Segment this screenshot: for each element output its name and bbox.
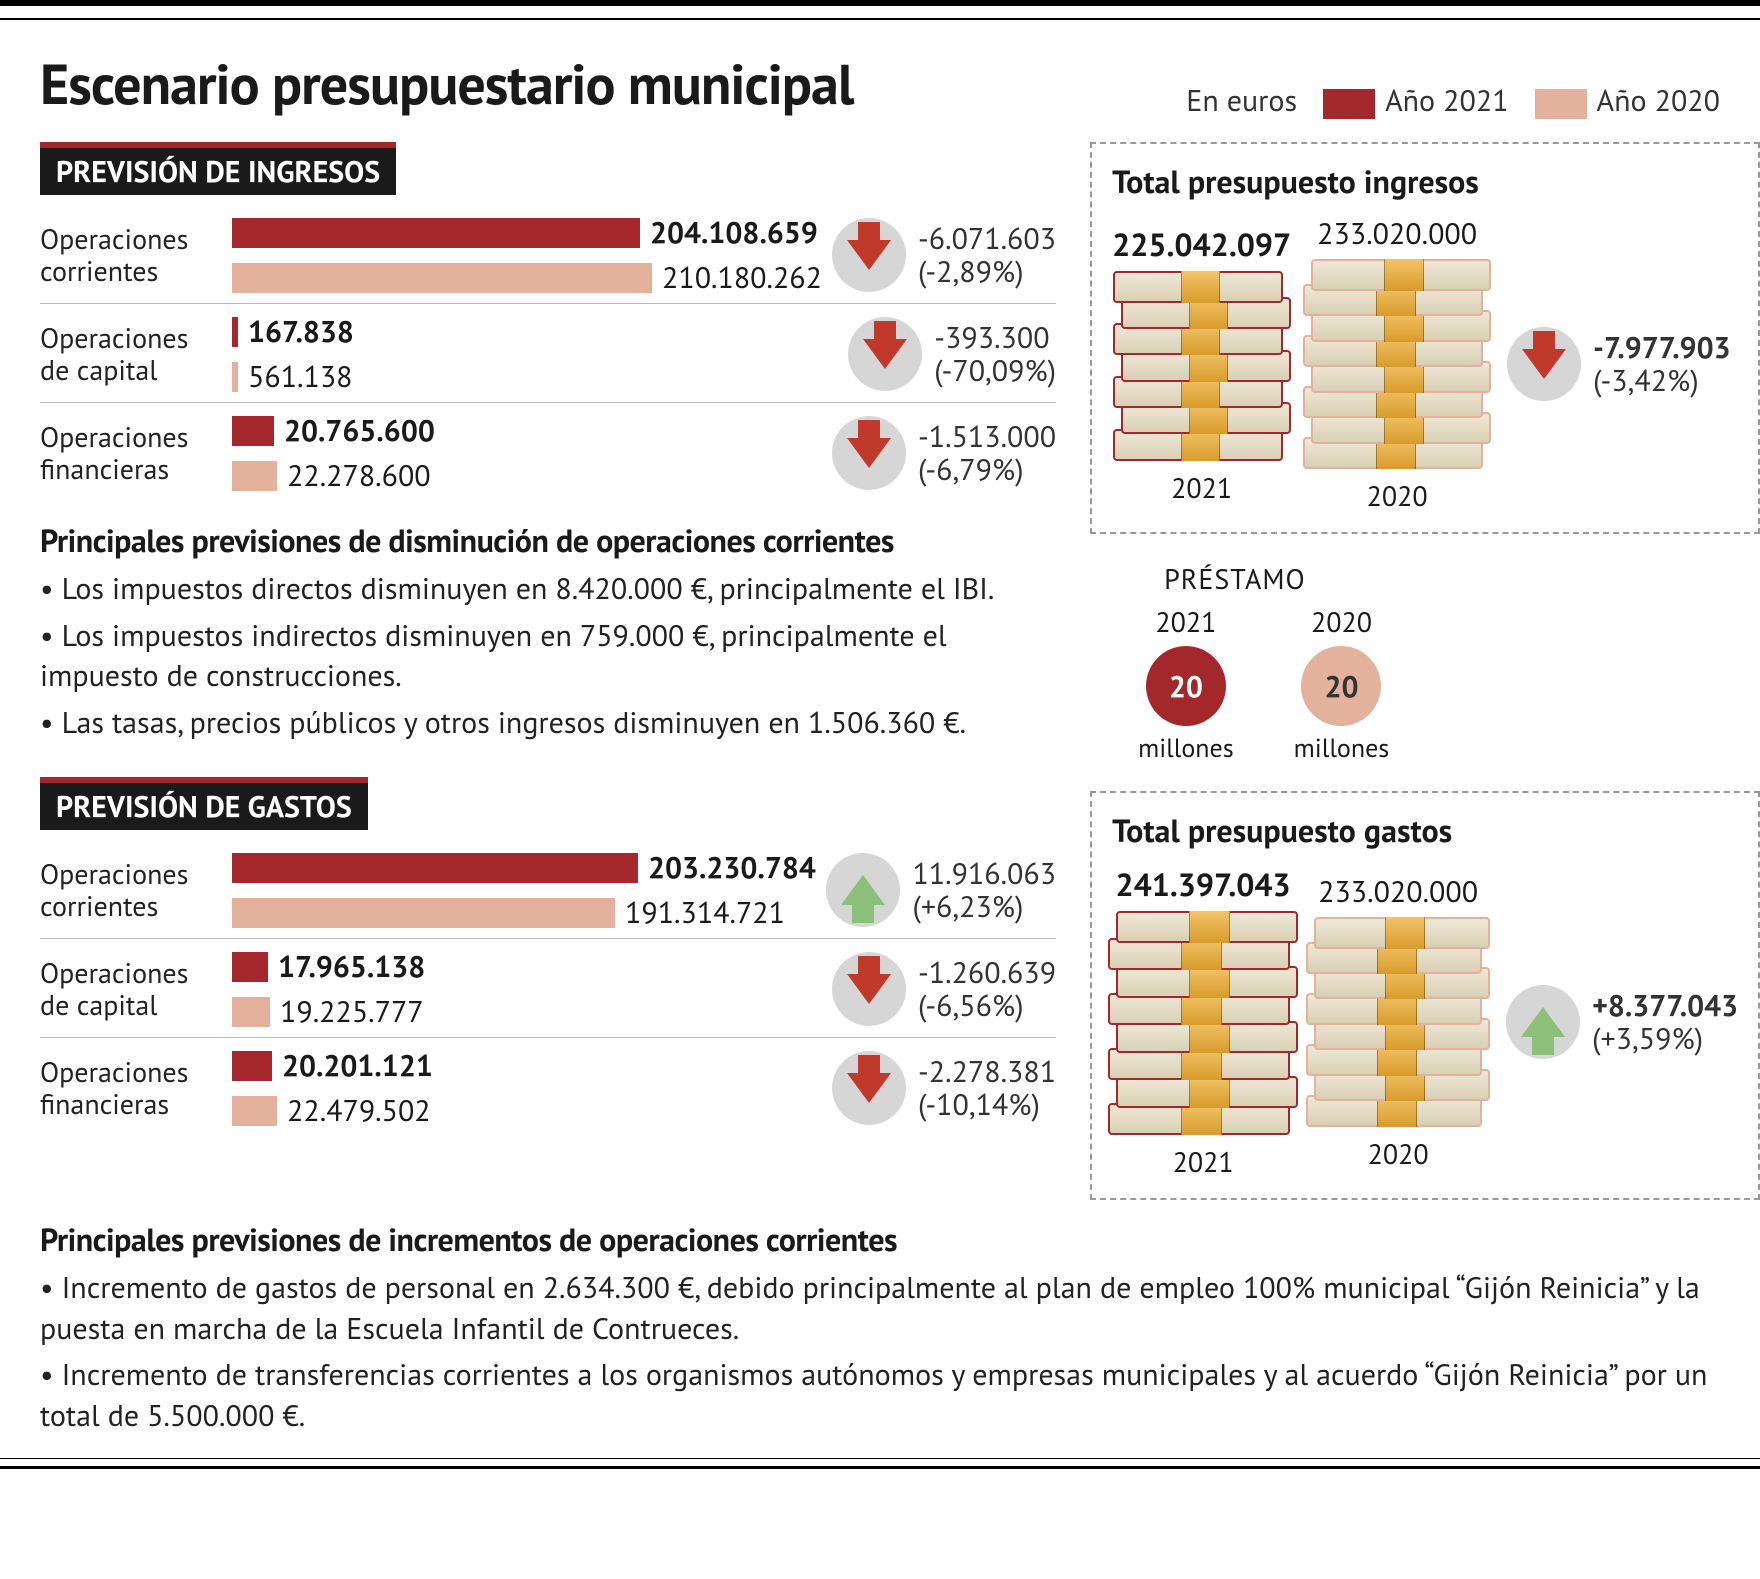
bar-delta: 11.916.063(+6,23%) [912, 857, 1056, 923]
note-bullet: Incremento de gastos de personal en 2.63… [40, 1268, 1720, 1349]
panel-ingresos-2020-amount: 233.020.000 [1307, 214, 1487, 253]
bar-2021 [232, 952, 268, 982]
bar-2021 [232, 1051, 272, 1081]
bar-row: Operaciones corrientes 203.230.784 191.314… [40, 840, 1056, 939]
money-stack-icon [1310, 917, 1486, 1127]
bar-2021-value: 204.108.659 [650, 213, 818, 252]
legend: En euros Año 2021 Año 2020 [1186, 81, 1720, 120]
gastos-bars: Operaciones corrientes 203.230.784 191.314… [40, 840, 1056, 1136]
panel-total-ingresos: Total presupuesto ingresos 225.042.097 2… [1090, 142, 1760, 534]
bar-2020 [232, 263, 652, 293]
bar-2021-value: 20.765.600 [284, 411, 435, 450]
panel-ingresos-title: Total presupuesto ingresos [1112, 160, 1738, 202]
money-stack-icon [1112, 911, 1294, 1135]
panel-ingresos-2021-year: 2021 [1112, 469, 1291, 506]
bar-row: Operaciones de capital 17.965.138 19.225.7… [40, 939, 1056, 1038]
money-stack-icon [1117, 271, 1287, 461]
bar-delta: -2.278.381(-10,14%) [918, 1055, 1056, 1121]
section-tag-gastos: PREVISIÓN DE GASTOS [40, 777, 368, 830]
panel-ingresos-2020-year: 2020 [1307, 477, 1487, 514]
note-bullet: Incremento de transferencias corrientes … [40, 1355, 1720, 1436]
prestamo-2021-circle: 20 [1146, 646, 1226, 726]
arrow-down-icon [832, 416, 906, 490]
bar-2021-value: 17.965.138 [278, 947, 425, 986]
panel-gastos-2020: 233.020.000 2020 [1310, 872, 1486, 1172]
bar-2021 [232, 853, 638, 883]
panel-ingresos-2021-amount: 225.042.097 [1112, 223, 1291, 265]
panel-ingresos-2020: 233.020.000 2020 [1307, 214, 1487, 514]
panel-gastos-title: Total presupuesto gastos [1112, 809, 1738, 851]
bar-2020-value: 210.180.262 [662, 258, 822, 297]
ingresos-notes-title: Principales previsiones de disminución d… [40, 519, 1056, 561]
bar-2020 [232, 1096, 277, 1126]
bar-2020-value: 22.479.502 [287, 1091, 431, 1130]
bar-delta: -393.300(-70,09%) [934, 321, 1056, 387]
section-tag-ingresos: PREVISIÓN DE INGRESOS [40, 142, 396, 195]
bar-delta: -6.071.603(-2,89%) [918, 222, 1056, 288]
prestamo-2021: 2021 20 millones [1138, 603, 1234, 765]
bar-2020-value: 191.314.721 [625, 893, 785, 932]
bar-2020 [232, 461, 277, 491]
bar-row: Operaciones corrientes 204.108.659 210.180… [40, 205, 1056, 304]
prestamo-2020-circle: 20 [1301, 646, 1381, 726]
bar-row: Operaciones financieras 20.765.600 22.278.… [40, 403, 1056, 501]
prestamo-block: PRÉSTAMO 2021 20 millones 2020 20 millon… [1090, 560, 1760, 765]
bar-2021-value: 167.838 [248, 312, 354, 351]
panel-gastos-2021: 241.397.043 2021 [1112, 863, 1294, 1180]
bar-2020-value: 19.225.777 [280, 992, 424, 1031]
bar-2020 [232, 362, 238, 392]
panel-gastos-2021-amount: 241.397.043 [1112, 863, 1294, 905]
panel-gastos-delta: +8.377.043 (+3,59%) [1592, 989, 1738, 1055]
arrow-up-icon [1506, 985, 1580, 1059]
bar-row-label: Operaciones financieras [40, 1056, 222, 1120]
legend-2020: Año 2020 [1535, 81, 1720, 120]
bar-2020 [232, 898, 615, 928]
bar-2020-value: 22.278.600 [287, 456, 431, 495]
arrow-up-icon [826, 853, 900, 927]
note-bullet: Las tasas, precios públicos y otros ingr… [40, 703, 1056, 744]
panel-gastos-2020-amount: 233.020.000 [1310, 872, 1486, 911]
note-bullet: Los impuestos indirectos disminuyen en 7… [40, 616, 1056, 697]
arrow-down-icon [848, 317, 922, 391]
bar-2021 [232, 317, 238, 347]
arrow-down-icon [832, 952, 906, 1026]
swatch-2021 [1323, 89, 1375, 119]
bar-delta: -1.260.639(-6,56%) [918, 956, 1056, 1022]
bar-row-label: Operaciones financieras [40, 421, 222, 485]
legend-2021: Año 2021 [1323, 81, 1508, 120]
bar-2021 [232, 416, 274, 446]
arrow-down-icon [832, 218, 906, 292]
legend-unit: En euros [1186, 81, 1297, 120]
prestamo-title: PRÉSTAMO [1164, 560, 1752, 597]
bar-2021 [232, 218, 640, 248]
bar-row: Operaciones de capital 167.838 561.138 -393… [40, 304, 1056, 403]
bar-delta: -1.513.000(-6,79%) [918, 420, 1056, 486]
money-stack-icon [1307, 259, 1487, 469]
arrow-down-icon [1507, 327, 1581, 401]
note-bullet: Los impuestos directos disminuyen en 8.4… [40, 569, 1056, 610]
panel-ingresos-2021: 225.042.097 2021 [1112, 223, 1291, 506]
gastos-notes-title: Principales previsiones de incrementos d… [40, 1218, 1720, 1260]
bar-2021-value: 203.230.784 [648, 848, 816, 887]
gastos-notes: Incremento de gastos de personal en 2.63… [40, 1268, 1720, 1436]
arrow-down-icon [832, 1051, 906, 1125]
bar-row-label: Operaciones corrientes [40, 858, 222, 922]
page-title: Escenario presupuestario municipal [40, 48, 853, 120]
swatch-2020 [1535, 89, 1587, 119]
ingresos-notes: Los impuestos directos disminuyen en 8.4… [40, 569, 1056, 743]
prestamo-2020: 2020 20 millones [1294, 603, 1390, 765]
bar-row-label: Operaciones de capital [40, 322, 222, 386]
bar-2020 [232, 997, 270, 1027]
panel-ingresos-delta: -7.977.903 (-3,42%) [1593, 331, 1731, 397]
bar-row-label: Operaciones de capital [40, 957, 222, 1021]
bar-row: Operaciones financieras 20.201.121 22.479.… [40, 1038, 1056, 1136]
panel-total-gastos: Total presupuesto gastos 241.397.043 202… [1090, 791, 1760, 1200]
ingresos-bars: Operaciones corrientes 204.108.659 210.180… [40, 205, 1056, 501]
bar-2020-value: 561.138 [248, 357, 353, 396]
bar-2021-value: 20.201.121 [282, 1046, 433, 1085]
bar-row-label: Operaciones corrientes [40, 223, 222, 287]
